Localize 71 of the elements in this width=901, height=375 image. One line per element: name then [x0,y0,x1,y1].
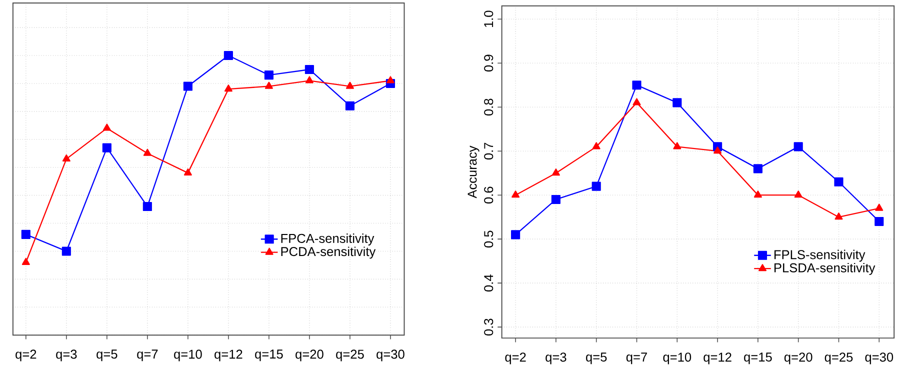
point [632,80,642,90]
x-tick-label: q=5 [96,350,118,362]
point [794,142,803,152]
point [672,98,682,108]
point [551,195,560,204]
point [346,82,354,90]
y-tick-label: 0.6 [484,186,494,204]
point [552,168,560,176]
point [21,230,30,240]
y-tick-label: 0.8 [484,98,494,116]
x-tick-label: q=2 [16,350,36,362]
point [305,76,314,84]
point [753,164,762,174]
x-tick-label: q=20 [296,350,324,362]
point [794,190,802,198]
x-tick-label: q=30 [865,352,894,364]
x-tick-label: q=30 [376,350,404,362]
x-tick-label: q=25 [336,350,364,362]
y-tick-label: 1.0 [484,10,494,28]
point [834,178,844,187]
x-tick-label: q=12 [214,350,242,362]
x-tick-label: q=15 [744,352,772,364]
y-axis-title: Accuracy [468,146,480,199]
x-tick-label: q=20 [784,352,812,364]
point [345,102,354,111]
point [632,98,641,106]
point [264,82,273,90]
point [592,182,601,192]
point [673,142,682,150]
x-tick-label: q=7 [626,352,647,364]
point [62,246,71,256]
x-tick-label: q=5 [586,352,607,364]
y-tick-label: 0.9 [484,55,494,72]
x-tick-label: q=10 [663,352,692,364]
point [714,146,722,154]
y-tick-label: 0.5 [484,230,494,248]
point [754,190,762,198]
legend-label: PLSDA-sensitivity [774,263,876,276]
legend-label: PCDA-sensitivity [281,246,376,259]
legend-label: FPLS-sensitivity [774,250,866,262]
legend-label: FPCA-sensitivity [281,234,374,246]
point [143,149,152,156]
x-tick-label: q=10 [174,350,202,362]
x-tick-label: q=12 [704,352,732,364]
point [102,143,112,153]
point [874,217,884,226]
point [875,204,884,212]
point [264,70,274,80]
point [304,65,314,74]
x-tick-label: q=25 [824,352,853,364]
point [224,84,232,92]
point [22,258,30,266]
point [142,202,152,212]
point [62,154,70,162]
y-tick-label: 0.3 [484,318,494,336]
point [512,190,520,198]
point [511,230,520,240]
x-tick-label: q=15 [255,350,283,362]
point [592,142,600,150]
x-tick-label: q=3 [546,352,566,364]
y-tick-label: 0.4 [484,274,494,292]
point [184,168,192,176]
point [183,82,192,92]
point [102,124,111,132]
x-tick-label: q=7 [137,350,158,362]
x-tick-label: q=2 [505,352,526,364]
point [386,76,394,84]
x-tick-label: q=3 [56,350,77,362]
point [834,212,843,220]
point [224,51,233,60]
y-tick-label: 0.7 [484,143,494,160]
